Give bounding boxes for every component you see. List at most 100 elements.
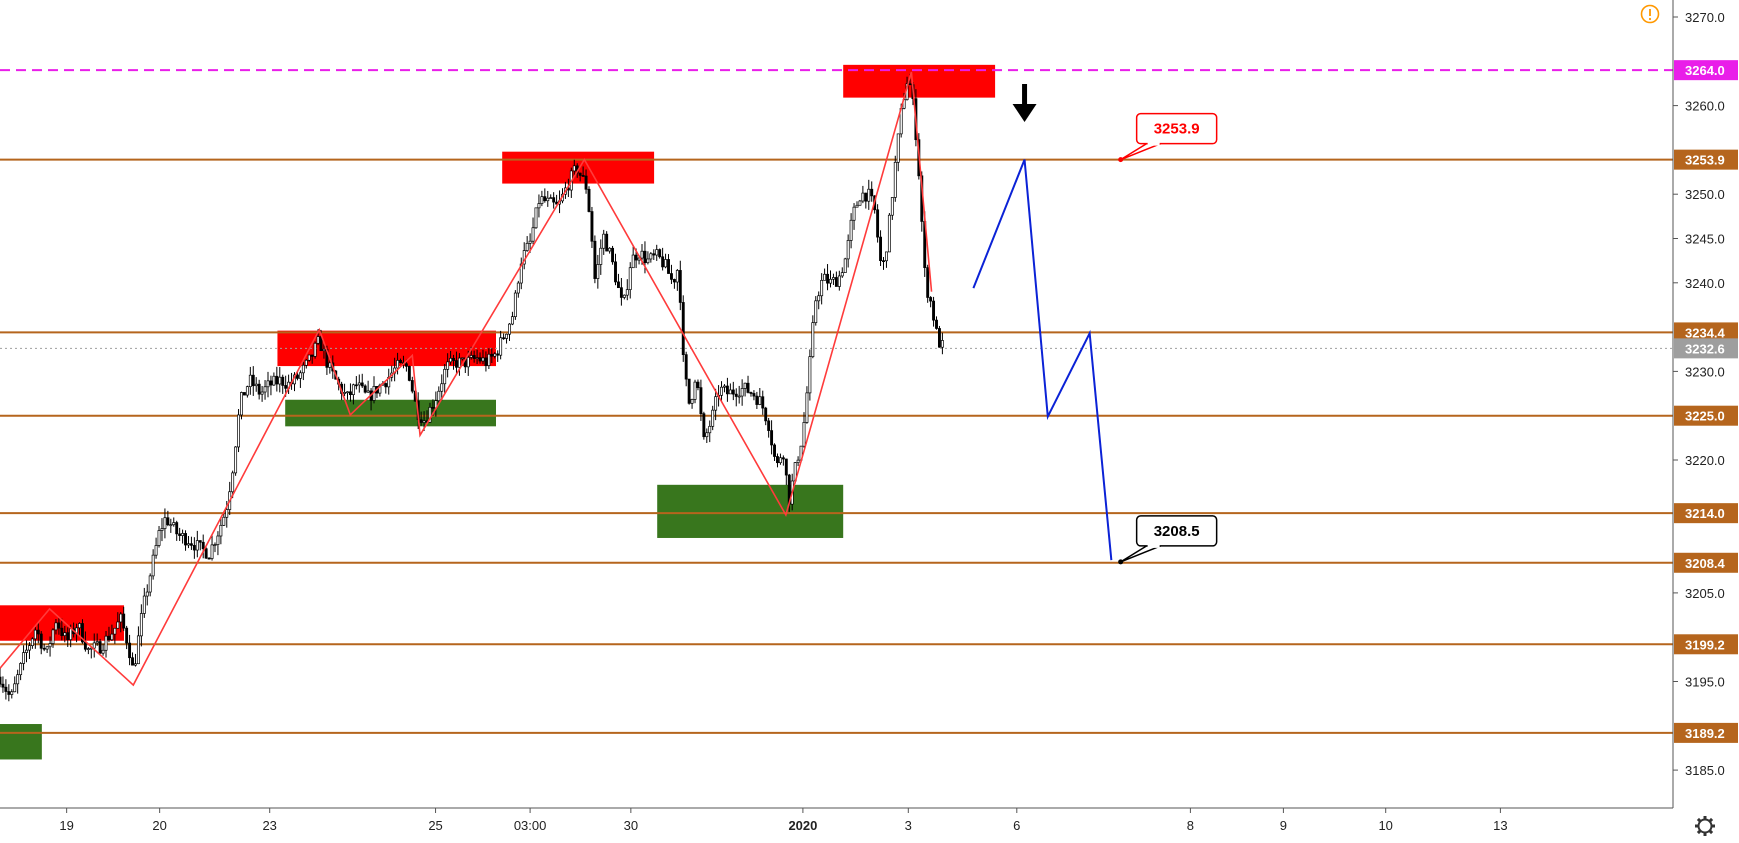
candle-body xyxy=(852,206,856,221)
candle-body xyxy=(932,300,936,321)
gear-ring xyxy=(1697,818,1713,834)
candle-body xyxy=(460,357,464,360)
candle-body xyxy=(755,395,759,405)
candle-body xyxy=(834,277,838,287)
levels-layer xyxy=(0,69,1673,734)
candle-body xyxy=(404,363,408,367)
callout-box xyxy=(1135,112,1218,145)
candle-body xyxy=(213,544,217,546)
price-tick-label: 3230.0 xyxy=(1685,364,1725,379)
candle-body xyxy=(752,393,756,397)
candle-body xyxy=(649,253,653,260)
candle-body xyxy=(655,249,659,256)
time-tick-label: 2020 xyxy=(788,818,817,833)
candle-body xyxy=(546,197,550,202)
candles-layer xyxy=(0,73,944,702)
candle-body xyxy=(817,295,821,302)
candle-body xyxy=(28,645,31,651)
candle-body xyxy=(723,385,726,388)
candle-body xyxy=(295,374,299,379)
candle-body xyxy=(749,392,753,394)
candle-body xyxy=(761,396,765,409)
candle-body xyxy=(360,382,364,387)
candle-body xyxy=(234,446,238,474)
candle-body xyxy=(0,676,2,685)
exclamation-circle-icon[interactable] xyxy=(1640,4,1660,24)
candle-body xyxy=(263,386,267,393)
candle-body xyxy=(346,391,349,394)
candle-body xyxy=(658,249,662,258)
candle-body xyxy=(316,336,320,344)
candle-body xyxy=(57,622,61,629)
candle-body xyxy=(10,691,14,695)
time-axis xyxy=(0,808,1673,843)
candle-body xyxy=(354,384,358,387)
candle-body xyxy=(254,383,258,387)
candle-body xyxy=(708,425,712,434)
candle-body xyxy=(675,270,679,283)
dashed-level-price-tag-label: 3264.0 xyxy=(1685,63,1725,78)
candle-body xyxy=(119,613,123,623)
candle-body xyxy=(552,197,556,203)
level-price-tag-label: 3208.4 xyxy=(1685,556,1726,571)
candle-body xyxy=(590,211,594,242)
candle-body xyxy=(125,627,129,644)
projection-line xyxy=(972,159,1113,561)
candle-body xyxy=(422,420,426,423)
candle-body xyxy=(831,277,835,280)
candle-body xyxy=(884,251,888,262)
candle-body xyxy=(139,613,143,637)
dashed-level-price-tag xyxy=(1674,60,1738,81)
last-price-tag-label: 3232.6 xyxy=(1685,341,1725,356)
candle-body xyxy=(104,635,108,651)
alert-dot xyxy=(1648,17,1652,21)
candle-body xyxy=(593,240,597,279)
candle-body xyxy=(773,444,776,457)
gear-icon[interactable] xyxy=(1695,816,1715,836)
candle-body xyxy=(652,253,656,256)
candle-body xyxy=(399,360,402,364)
candle-body xyxy=(225,509,229,518)
candle-body xyxy=(643,250,647,264)
candle-body xyxy=(687,378,691,404)
candle-body xyxy=(882,260,885,263)
candle-body xyxy=(625,289,629,296)
candle-body xyxy=(758,396,762,405)
candle-body xyxy=(767,420,771,431)
candle-body xyxy=(528,240,532,244)
candle-body xyxy=(667,259,670,274)
candle-body xyxy=(534,207,538,229)
candle-body xyxy=(893,161,897,198)
candle-body xyxy=(537,203,541,209)
candle-body xyxy=(63,632,67,636)
candle-body xyxy=(343,392,347,394)
candle-body xyxy=(172,522,176,526)
candle-body xyxy=(887,214,891,253)
candle-body xyxy=(499,337,503,356)
candle-body xyxy=(101,649,105,654)
candle-body xyxy=(684,354,688,380)
candle-body xyxy=(440,383,444,392)
candle-body xyxy=(516,282,520,294)
candle-body xyxy=(36,629,40,635)
candle-body xyxy=(351,384,355,396)
candle-body xyxy=(128,642,132,659)
candle-body xyxy=(145,591,149,597)
time-tick-label: 03:00 xyxy=(514,818,547,833)
candle-body xyxy=(251,374,255,387)
candle-body xyxy=(826,273,829,284)
candle-body xyxy=(711,409,715,427)
candle-body xyxy=(39,633,43,649)
candle-body xyxy=(508,323,511,335)
candle-body xyxy=(313,342,317,357)
candle-body xyxy=(487,353,491,366)
callout-joint xyxy=(1147,543,1160,548)
candle-body xyxy=(720,386,723,396)
zigzag-line xyxy=(0,71,933,687)
candle-body xyxy=(938,328,941,348)
candle-body xyxy=(670,273,673,280)
candle-body xyxy=(876,209,880,238)
candle-body xyxy=(69,628,73,640)
